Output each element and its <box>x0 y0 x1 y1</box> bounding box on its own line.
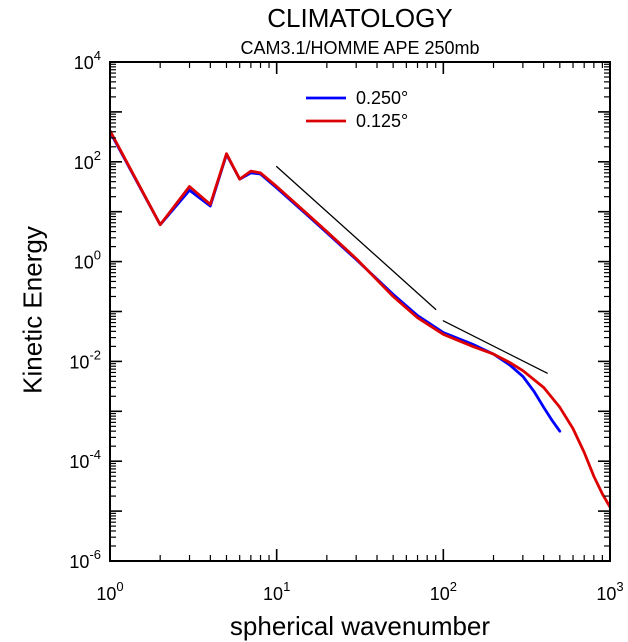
legend: 0.250° 0.125° <box>306 88 408 131</box>
legend-label: 0.125° <box>356 111 408 131</box>
reference-slope-line <box>277 167 436 310</box>
y-tick-label: 104 <box>74 48 101 73</box>
y-tick-label: 10-6 <box>69 547 101 572</box>
x-tick-label: 102 <box>430 579 457 604</box>
legend-label: 0.250° <box>356 88 408 108</box>
y-tick-label: 10-4 <box>69 447 101 472</box>
x-tick-label: 101 <box>263 579 290 604</box>
x-tick-label: 100 <box>96 579 123 604</box>
y-tick-label: 10-2 <box>69 347 101 372</box>
tick-labels: 100 101 102 103 10-6 10-4 10-2 100 102 104 <box>69 48 623 604</box>
major-ticks <box>110 62 610 561</box>
y-tick-label: 100 <box>74 248 101 273</box>
y-tick-label: 102 <box>74 148 101 173</box>
reference-slope-line <box>443 321 547 373</box>
series-line <box>110 132 560 431</box>
x-tick-label: 103 <box>596 579 623 604</box>
series-layer <box>110 131 610 507</box>
minor-ticks <box>110 62 610 561</box>
series-line <box>110 131 610 507</box>
plot-frame <box>110 62 610 561</box>
